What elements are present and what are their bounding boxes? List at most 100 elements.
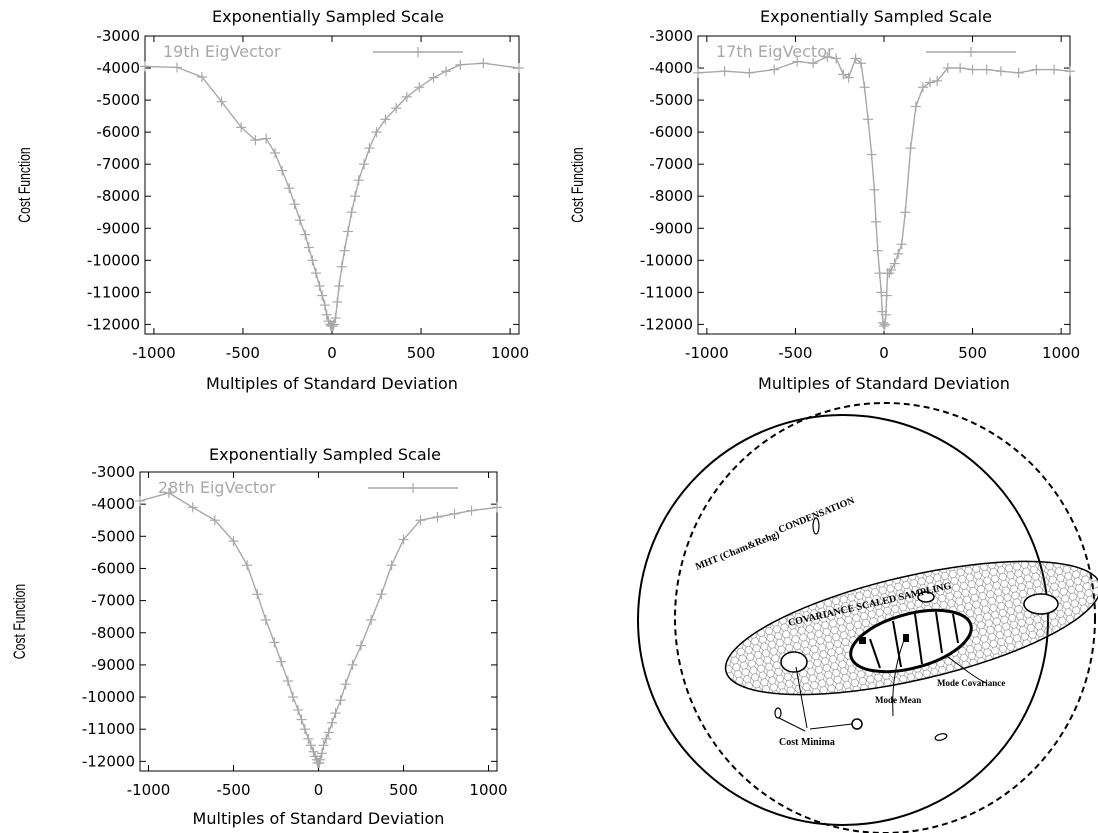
data-point (415, 515, 426, 526)
x-tick-label: -1000 (132, 344, 176, 362)
data-point (343, 226, 354, 237)
data-point (863, 114, 874, 125)
data-point (196, 72, 207, 83)
data-point (932, 75, 943, 86)
data-point (880, 309, 891, 320)
data-point (889, 258, 900, 269)
data-point (440, 66, 451, 77)
data-point (242, 560, 253, 571)
y-tick-label: -4000 (96, 59, 140, 77)
data-point (693, 67, 703, 78)
data-point (831, 53, 842, 64)
data-point (881, 290, 892, 301)
mode-covariance-ellipse (849, 608, 973, 674)
legend-label: 28th EigVector (158, 478, 276, 497)
data-point (276, 656, 287, 667)
data-point (871, 216, 882, 227)
mode-mean-marker-left (859, 637, 866, 644)
data-point (299, 724, 310, 735)
series-line (697, 56, 1071, 328)
minimum-circle-bottom (851, 718, 863, 730)
data-point (376, 589, 387, 600)
data-point (1049, 64, 1060, 75)
y-tick-label: -3000 (649, 27, 693, 45)
y-tick-label: -6000 (649, 123, 693, 141)
data-point (321, 309, 332, 320)
data-point (252, 589, 263, 600)
y-tick-label: -3000 (91, 463, 135, 481)
data-point (284, 183, 295, 194)
data-point (366, 614, 377, 625)
sampling-diagram: CONDENSATION MHT (Cham&Rehg) COVARIANCE … (637, 402, 1098, 833)
data-point (905, 143, 916, 154)
data-point (340, 679, 351, 690)
y-tick-label: -7000 (96, 155, 140, 173)
data-point (346, 207, 357, 218)
data-point (886, 264, 897, 275)
y-tick-label: -4000 (91, 495, 135, 513)
data-point (347, 659, 358, 670)
y-tick-label: -10000 (640, 251, 693, 269)
data-point (172, 62, 183, 73)
label-mode-covariance: Mode Covariance (937, 678, 1005, 688)
data-point (307, 255, 318, 266)
y-tick-label: -12000 (82, 752, 135, 770)
data-point (318, 740, 329, 751)
chart-title: Exponentially Sampled Scale (212, 7, 444, 26)
x-tick-label: 500 (407, 344, 436, 362)
y-tick-label: -6000 (91, 559, 135, 577)
y-tick-label: -11000 (82, 720, 135, 738)
y-tick-label: -8000 (649, 187, 693, 205)
minimum-ellipse-tiny (774, 707, 782, 719)
data-point (334, 280, 345, 291)
y-axis-label: Cost Function (16, 147, 34, 222)
data-point (277, 165, 288, 176)
y-tick-label: -7000 (649, 155, 693, 173)
data-point (310, 268, 321, 279)
y-tick-label: -12000 (87, 315, 140, 333)
data-point (303, 733, 314, 744)
y-axis-label: Cost Function (569, 147, 587, 222)
data-point (843, 72, 854, 83)
data-point (432, 512, 443, 523)
x-tick-label: 0 (314, 781, 324, 799)
data-point (414, 82, 425, 93)
data-point (719, 66, 730, 77)
data-point (187, 502, 198, 513)
data-point (401, 91, 412, 102)
data-point (294, 215, 305, 226)
data-point (316, 748, 327, 759)
data-point (328, 319, 339, 330)
data-point (855, 58, 866, 69)
data-point (336, 261, 347, 272)
data-point (808, 58, 819, 69)
chart-19th-eigvector: Exponentially Sampled Scale -3000 -4000 -50… (16, 7, 529, 393)
data-point (135, 495, 145, 506)
data-point (317, 290, 328, 301)
data-point (209, 515, 220, 526)
data-point (323, 727, 334, 738)
series-line (139, 492, 498, 764)
data-point (305, 740, 316, 751)
y-tick-label: -8000 (96, 187, 140, 205)
data-point (967, 64, 978, 75)
y-tick-label: -3000 (96, 27, 140, 45)
data-point (514, 63, 524, 74)
legend-label: 19th EigVector (163, 42, 281, 61)
data-point (330, 312, 341, 323)
data-point (769, 64, 780, 75)
data-point (293, 704, 304, 715)
mode-hatching (869, 611, 959, 669)
mode-mean-marker-right (903, 634, 909, 642)
minimum-ellipse-right (1023, 593, 1059, 615)
data-point (428, 72, 439, 83)
x-tick-label: 1000 (469, 781, 507, 799)
data-point (380, 114, 391, 125)
data-point (955, 63, 966, 74)
data-point (872, 245, 883, 256)
x-tick-label: -500 (226, 344, 260, 362)
data-point (455, 59, 466, 70)
x-tick-label: 500 (958, 344, 987, 362)
data-point (353, 175, 364, 186)
